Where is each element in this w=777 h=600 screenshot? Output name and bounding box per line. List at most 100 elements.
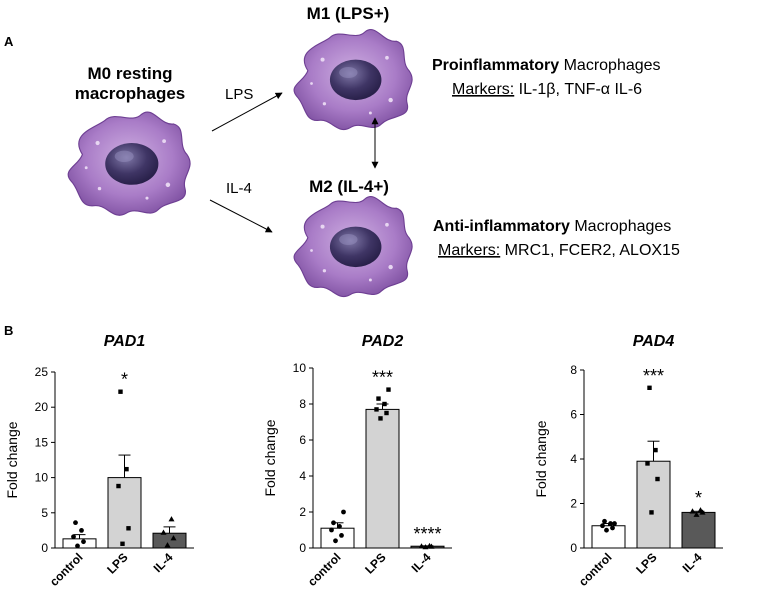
bar-lps — [107, 477, 142, 549]
m2-markers: MRC1, FCER2, ALOX15 — [500, 242, 680, 259]
y-tick-label: 0 — [299, 541, 306, 555]
y-tick-label: 10 — [35, 471, 49, 485]
panel-a-label: A — [4, 34, 14, 49]
data-point — [116, 483, 121, 489]
data-point — [118, 389, 123, 394]
y-tick-label: 4 — [299, 469, 306, 483]
m2-desc-bold: Anti-inflammatory — [433, 218, 570, 235]
y-tick-label: 20 — [35, 400, 49, 414]
significance-marker: **** — [413, 524, 441, 544]
data-point — [73, 520, 78, 526]
data-point — [160, 529, 167, 535]
data-point — [645, 461, 650, 466]
category-label: IL-4 — [409, 550, 434, 575]
data-point — [376, 396, 381, 401]
m2-macrophage-image — [293, 196, 413, 298]
data-point — [170, 535, 177, 541]
bar-il-4 — [681, 511, 716, 549]
data-point — [337, 524, 342, 529]
y-tick-label: 8 — [299, 397, 306, 411]
panel-b-label: B — [4, 323, 13, 338]
bar-lps — [636, 460, 671, 549]
m2-markers-line: Markers: MRC1, FCER2, ALOX15 — [438, 242, 680, 259]
data-point — [75, 543, 80, 549]
il4-arrow-label: IL-4 — [226, 180, 252, 197]
bar-control — [320, 527, 355, 549]
data-point — [341, 509, 346, 515]
data-point — [604, 527, 609, 533]
data-point — [71, 534, 76, 540]
data-point — [120, 541, 125, 546]
data-point — [382, 401, 387, 407]
data-point — [124, 466, 129, 472]
data-point — [649, 510, 654, 515]
data-point — [378, 416, 383, 421]
significance-marker: * — [121, 370, 128, 390]
category-label: control — [47, 550, 86, 589]
data-point — [386, 387, 391, 392]
il4-arrow — [209, 199, 273, 233]
y-tick-label: 2 — [570, 497, 577, 511]
m0-title-line2: macrophages — [75, 84, 186, 103]
chart-title: PAD1 — [104, 333, 146, 350]
y-axis-label: Fold change — [533, 420, 549, 497]
data-point — [329, 527, 334, 533]
y-tick-label: 6 — [570, 408, 577, 422]
category-label: LPS — [104, 550, 130, 576]
y-axis-label: Fold change — [4, 421, 20, 498]
m0-title-line1: M0 resting — [87, 64, 172, 83]
data-point — [647, 385, 652, 390]
bar-lps — [365, 408, 400, 549]
m1-markers-label: Markers: — [452, 81, 514, 98]
y-tick-label: 25 — [35, 365, 49, 379]
data-point — [79, 528, 84, 533]
y-tick-label: 0 — [41, 541, 48, 555]
y-tick-label: 0 — [570, 541, 577, 555]
m1-desc-rest: Macrophages — [559, 57, 660, 74]
y-tick-label: 15 — [35, 435, 49, 449]
data-point — [610, 525, 615, 531]
data-point — [126, 526, 131, 531]
m2-description: Anti-inflammatory Macrophages — [433, 218, 671, 235]
data-point — [168, 516, 175, 522]
category-label: LPS — [633, 550, 659, 576]
data-point — [697, 507, 704, 513]
chart-pad2: PAD2 Fold change 0 2 4 6 8 10 control *** LPS **** I… — [262, 333, 452, 589]
chart-title: PAD2 — [362, 333, 404, 350]
data-point — [653, 447, 658, 453]
significance-marker: *** — [643, 366, 664, 386]
category-label: IL-4 — [680, 550, 705, 575]
data-point — [426, 542, 433, 549]
y-tick-label: 10 — [293, 361, 307, 375]
data-point — [689, 508, 696, 514]
category-label: control — [576, 550, 615, 589]
data-point — [693, 511, 700, 517]
y-tick-label: 5 — [41, 506, 48, 520]
y-axis-label: Fold change — [262, 419, 278, 496]
y-tick-label: 6 — [299, 433, 306, 447]
data-point — [81, 539, 86, 545]
chart-pad4: PAD4 Fold change 0 2 4 6 8 control *** LPS * IL-4 — [533, 333, 723, 589]
data-point — [374, 407, 379, 412]
lps-arrow-label: LPS — [225, 86, 253, 103]
chart-pad1: PAD1 Fold change 0 5 10 15 20 25 control * LPS IL-4 — [4, 333, 194, 589]
category-label: IL-4 — [151, 550, 176, 575]
category-label: control — [305, 550, 344, 589]
data-point — [384, 410, 389, 416]
m1-title: M1 (LPS+) — [307, 4, 390, 23]
m1-markers-line: Markers: IL-1β, TNF-α IL-6 — [452, 81, 642, 98]
m1-macrophage-image — [293, 29, 413, 131]
category-label: LPS — [362, 550, 388, 576]
significance-marker: *** — [372, 368, 393, 388]
y-tick-label: 4 — [570, 452, 577, 466]
y-tick-label: 8 — [570, 363, 577, 377]
y-tick-label: 2 — [299, 505, 306, 519]
lps-arrow — [211, 92, 283, 132]
significance-marker: * — [695, 488, 702, 508]
data-point — [339, 533, 344, 538]
m2-markers-label: Markers: — [438, 242, 500, 259]
data-point — [612, 521, 617, 526]
m1-markers: IL-1β, TNF-α IL-6 — [514, 81, 642, 98]
m0-macrophage-image — [67, 111, 191, 216]
